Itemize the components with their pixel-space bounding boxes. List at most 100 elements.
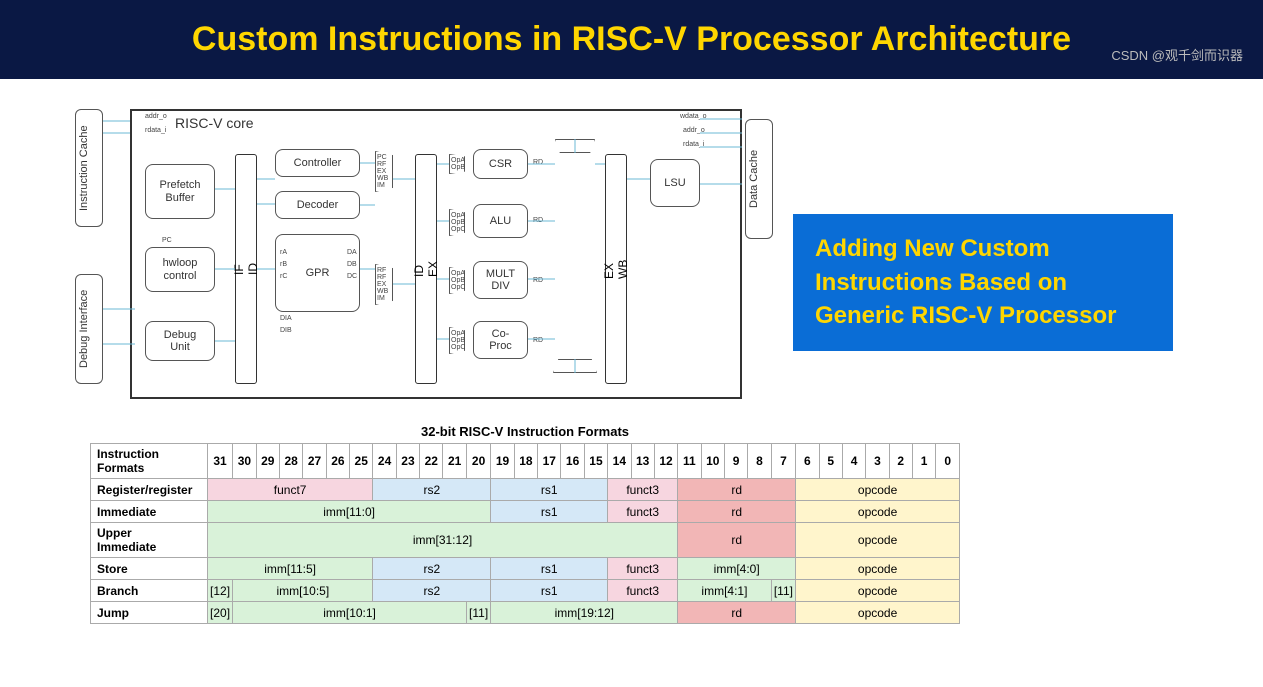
field-cell: rs2 (373, 479, 491, 501)
alu-opb: OpB (451, 219, 463, 226)
field-cell: imm[10:1] (233, 602, 467, 624)
bit-col: 16 (561, 444, 584, 479)
table-row: Upper Immediateimm[31:12]rdopcode (91, 523, 960, 558)
bit-col: 13 (631, 444, 654, 479)
field-cell: rd (678, 523, 796, 558)
field-cell: opcode (796, 580, 960, 602)
csr-opa: OpA (451, 157, 463, 164)
mux2-wb: WB (377, 288, 391, 295)
mult-opb: OpB (451, 277, 463, 284)
bit-col: 24 (373, 444, 396, 479)
formats-col-header: Instruction Formats (91, 444, 208, 479)
if-id-stage: IF ID (235, 154, 257, 384)
wb-mux-top (555, 139, 595, 153)
multdiv-block: MULT DIV (473, 261, 528, 299)
gpr-da: DA (347, 249, 357, 256)
field-cell: imm[4:1] (678, 580, 771, 602)
bit-col: 2 (889, 444, 912, 479)
field-cell: funct3 (608, 580, 678, 602)
cop-opa: OpA (451, 330, 463, 337)
hwloop-block: hwloop control (145, 247, 215, 292)
bit-col: 25 (350, 444, 373, 479)
gpr-dc: DC (347, 273, 357, 280)
sig-rdata-i: rdata_i (145, 127, 166, 134)
watermark: CSDN @观千剑而识器 (1111, 45, 1243, 64)
field-cell: [11] (466, 602, 491, 624)
bit-col: 14 (608, 444, 631, 479)
row-label: Register/register (91, 479, 208, 501)
bit-col: 18 (514, 444, 537, 479)
id-ex-stage: ID EX (415, 154, 437, 384)
field-cell: opcode (796, 501, 960, 523)
mult-rd: RD (533, 277, 543, 284)
alu-block: ALU (473, 204, 528, 238)
mux-bot: RF RF EX WB IM (375, 264, 393, 305)
field-cell: funct7 (207, 479, 373, 501)
row-label: Immediate (91, 501, 208, 523)
callout-text: Adding New Custom Instructions Based on … (815, 235, 1116, 329)
table-row: Jump[20]imm[10:1][11]imm[19:12]rdopcode (91, 602, 960, 624)
field-cell: rs1 (491, 558, 608, 580)
prefetch-buffer-block: Prefetch Buffer (145, 164, 215, 219)
bit-col: 8 (748, 444, 771, 479)
icache-label: Instruction Cache (75, 109, 103, 227)
mux2-im: IM (377, 295, 391, 302)
mux-csr: OpA OpB (449, 154, 465, 174)
bit-header-row: Instruction Formats313029282726252423222… (91, 444, 960, 479)
debug-if-label: Debug Interface (75, 274, 103, 384)
bit-col: 19 (491, 444, 514, 479)
mux2-rf2: RF (377, 274, 391, 281)
field-cell: imm[4:0] (678, 558, 796, 580)
mult-opa: OpA (451, 270, 463, 277)
wb-mux-bot (553, 359, 597, 373)
mux2-ex: EX (377, 281, 391, 288)
field-cell: funct3 (608, 479, 678, 501)
bit-col: 29 (256, 444, 279, 479)
cop-opc: OpC (451, 344, 463, 351)
callout-box: Adding New Custom Instructions Based on … (793, 214, 1173, 351)
formats-table: Instruction Formats313029282726252423222… (90, 443, 960, 624)
field-cell: rd (678, 479, 796, 501)
field-cell: opcode (796, 523, 960, 558)
sig-addr-o2: addr_o (683, 127, 705, 134)
row-label: Upper Immediate (91, 523, 208, 558)
table-title: 32-bit RISC-V Instruction Formats (90, 424, 960, 439)
bit-col: 30 (233, 444, 256, 479)
cop-opb: OpB (451, 337, 463, 344)
bit-col: 12 (654, 444, 677, 479)
gpr-dia: DIA (280, 315, 292, 322)
instruction-formats-table: 32-bit RISC-V Instruction Formats Instru… (90, 424, 960, 624)
bit-col: 4 (842, 444, 865, 479)
bit-col: 28 (279, 444, 302, 479)
bit-col: 9 (724, 444, 747, 479)
table-row: Register/registerfunct7rs2rs1funct3rdopc… (91, 479, 960, 501)
mult-opc: OpC (451, 284, 463, 291)
csr-rd: RD (533, 159, 543, 166)
mux-pc: PC (377, 154, 391, 161)
field-cell: opcode (796, 558, 960, 580)
field-cell: rs1 (491, 479, 608, 501)
mux-wb: WB (377, 175, 391, 182)
sig-wdata-o: wdata_o (680, 113, 706, 120)
field-cell: imm[31:12] (207, 523, 677, 558)
bit-col: 27 (303, 444, 326, 479)
mux-mult: OpA OpB OpC (449, 267, 465, 294)
bit-col: 26 (326, 444, 349, 479)
gpr-ra: rA (280, 249, 287, 256)
bit-col: 6 (796, 444, 819, 479)
field-cell: rd (678, 501, 796, 523)
table-row: Branch[12]imm[10:5]rs2rs1funct3imm[4:1][… (91, 580, 960, 602)
bit-col: 0 (936, 444, 960, 479)
alu-opa: OpA (451, 212, 463, 219)
row-label: Store (91, 558, 208, 580)
decoder-block: Decoder (275, 191, 360, 219)
bit-col: 15 (584, 444, 607, 479)
bit-col: 21 (443, 444, 466, 479)
field-cell: opcode (796, 479, 960, 501)
field-cell: rd (678, 602, 796, 624)
field-cell: rs2 (373, 558, 491, 580)
row-label: Jump (91, 602, 208, 624)
lsu-block: LSU (650, 159, 700, 207)
mux-ex: EX (377, 168, 391, 175)
table-row: Storeimm[11:5]rs2rs1funct3imm[4:0]opcode (91, 558, 960, 580)
